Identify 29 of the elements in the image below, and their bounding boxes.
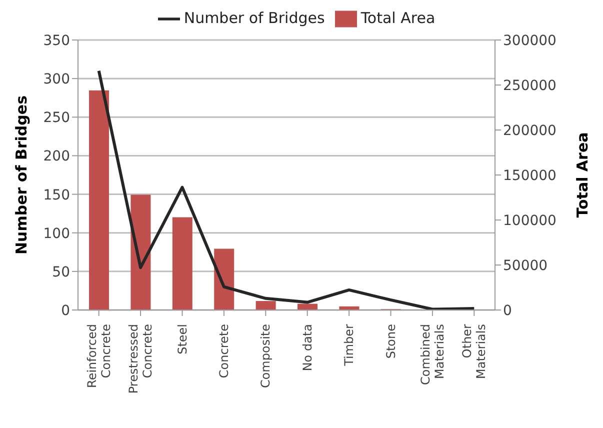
y2-tick-label: 300000 [503, 32, 556, 49]
y-tick-label: 0 [61, 302, 70, 319]
y2-tick-label: 100000 [503, 212, 556, 229]
x-tick-label: Concrete [216, 324, 231, 378]
legend-label: Total Area [360, 9, 436, 28]
y-tick-label: 100 [43, 226, 70, 242]
x-tick-label: Combined Materials [418, 324, 446, 385]
y2-tick-label: 250000 [503, 78, 556, 94]
y-tick-label: 200 [43, 148, 70, 165]
x-tick-label: Composite [258, 324, 273, 388]
y2-tick-label: 50000 [503, 258, 548, 274]
y-tick-label: 300 [43, 72, 70, 88]
x-tick-label: Stone [384, 324, 398, 359]
y2-tick-label: 150000 [503, 168, 556, 184]
legend-label: Number of Bridges [184, 9, 325, 28]
y-tick-label: 250 [43, 110, 70, 126]
y-tick-label: 50 [52, 264, 70, 280]
y-tick-label: 150 [43, 187, 70, 204]
x-tick-label: No data [300, 324, 314, 372]
x-tick-label: Other Materials [460, 324, 488, 380]
x-tick-label: Reinforced Concrete [84, 324, 113, 388]
x-tick-label: Timber [342, 324, 356, 367]
x-tick-label: Prestressed Concrete [126, 324, 155, 394]
y2-tick-label: 200000 [503, 122, 556, 139]
x-tick-label: Steel [175, 324, 190, 354]
y2-tick-label: 0 [503, 302, 512, 319]
y-axis-title: Number of Bridges [12, 95, 30, 254]
y2-axis-title: Total Area [573, 132, 592, 218]
y-tick-label: 350 [43, 32, 70, 49]
